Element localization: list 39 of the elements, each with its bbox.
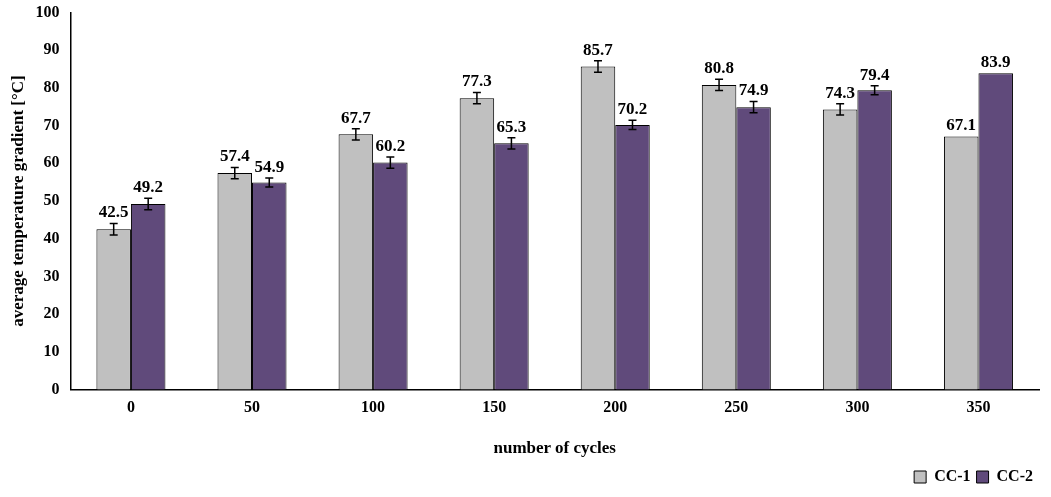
data-label: 85.7 <box>583 39 614 59</box>
data-label: 79.4 <box>859 64 891 84</box>
x-tick-label: 50 <box>244 398 261 416</box>
y-tick-label: 50 <box>43 191 60 209</box>
x-tick-label: 300 <box>845 398 870 416</box>
data-label: 77.3 <box>462 71 492 91</box>
y-axis-title: average temperature gradient [°C] <box>7 75 27 327</box>
x-tick-label: 350 <box>966 398 991 416</box>
data-label: 74.9 <box>738 80 769 100</box>
data-label: 67.7 <box>340 107 372 127</box>
x-tick-label: 200 <box>603 398 628 416</box>
data-label: 60.2 <box>375 135 406 155</box>
y-tick-label: 80 <box>43 78 60 96</box>
y-tick-label: 70 <box>43 115 60 133</box>
y-tick-label: 30 <box>43 266 60 284</box>
y-tick-label: 0 <box>51 379 60 397</box>
data-label: 54.9 <box>254 156 285 176</box>
data-label: 70.2 <box>617 99 648 119</box>
data-label: 65.3 <box>496 116 527 136</box>
data-label: 83.9 <box>980 52 1011 72</box>
data-label: 80.8 <box>704 58 734 78</box>
data-label: 49.2 <box>133 177 164 197</box>
data-label: 42.5 <box>98 202 129 222</box>
y-tick-label: 90 <box>43 40 60 58</box>
y-tick-label: 40 <box>43 228 60 246</box>
legend-label: CC-1 <box>934 467 971 485</box>
x-tick-label: 250 <box>724 398 749 416</box>
data-label: 74.3 <box>825 82 856 102</box>
y-tick-label: 100 <box>35 2 60 20</box>
data-label: 57.4 <box>219 146 251 166</box>
y-tick-label: 60 <box>43 153 60 171</box>
x-axis-title: number of cycles <box>493 438 617 458</box>
legend-label: CC-2 <box>996 467 1033 485</box>
x-tick-label: 100 <box>361 398 386 416</box>
x-tick-label: 0 <box>126 398 135 416</box>
x-tick-label: 150 <box>482 398 507 416</box>
y-tick-label: 20 <box>43 304 60 322</box>
y-tick-label: 10 <box>43 341 60 359</box>
data-label: 67.1 <box>946 115 977 135</box>
